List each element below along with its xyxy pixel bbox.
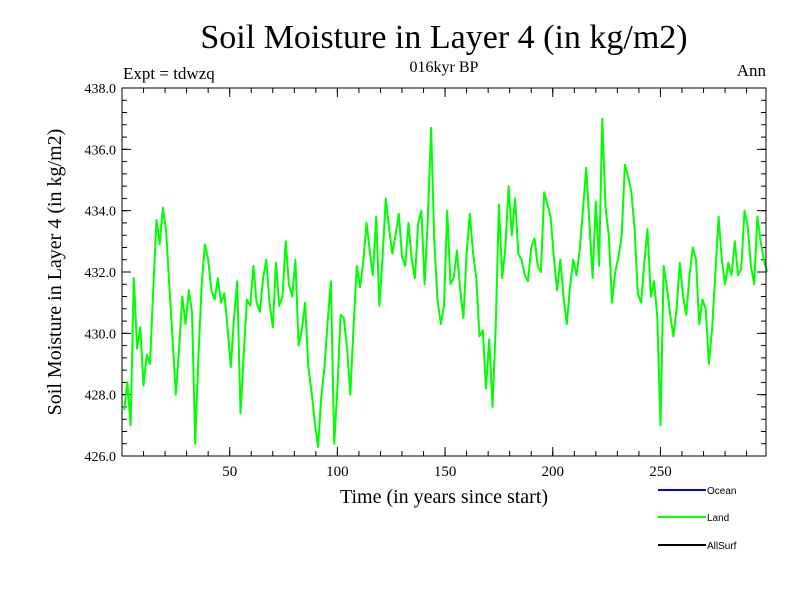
y-axis-label: Soil Moisture in Layer 4 (in kg/m2) <box>44 129 66 416</box>
plot-frame <box>121 87 767 457</box>
y-tick-label: 432.0 <box>85 266 117 281</box>
x-tick-label: 200 <box>542 464 565 480</box>
y-tick-label: 426.0 <box>85 450 117 465</box>
x-axis-label: Time (in years since start) <box>340 486 548 508</box>
x-tick-label: 50 <box>222 464 237 480</box>
y-tick-label: 428.0 <box>85 389 117 404</box>
season-label: Ann <box>737 61 767 80</box>
y-tick-label: 436.0 <box>85 143 117 158</box>
legend-label-ocean: Ocean <box>707 486 736 497</box>
axis-ticks <box>122 87 766 457</box>
y-tick-label: 430.0 <box>85 327 117 342</box>
legend-label-land: Land <box>707 513 729 524</box>
x-tick-labels: 50 100 150 200 250 <box>222 464 672 480</box>
experiment-label: Expt = tdwzq <box>123 64 215 83</box>
legend-label-allsurf: AllSurf <box>707 541 737 552</box>
x-tick-label: 250 <box>649 464 672 480</box>
y-tick-label: 434.0 <box>85 205 117 220</box>
x-tick-label: 100 <box>326 464 349 480</box>
x-tick-label: 150 <box>434 464 457 480</box>
series-layer <box>123 117 769 448</box>
series-line-land <box>123 117 769 448</box>
chart-title: Soil Moisture in Layer 4 (in kg/m2) <box>200 19 687 56</box>
legend: Ocean Land AllSurf <box>658 486 737 552</box>
chart-subtitle: 016kyr BP <box>410 59 479 76</box>
y-tick-labels: 426.0 428.0 430.0 432.0 434.0 436.0 438.0 <box>85 82 117 465</box>
y-tick-label: 438.0 <box>85 82 117 97</box>
